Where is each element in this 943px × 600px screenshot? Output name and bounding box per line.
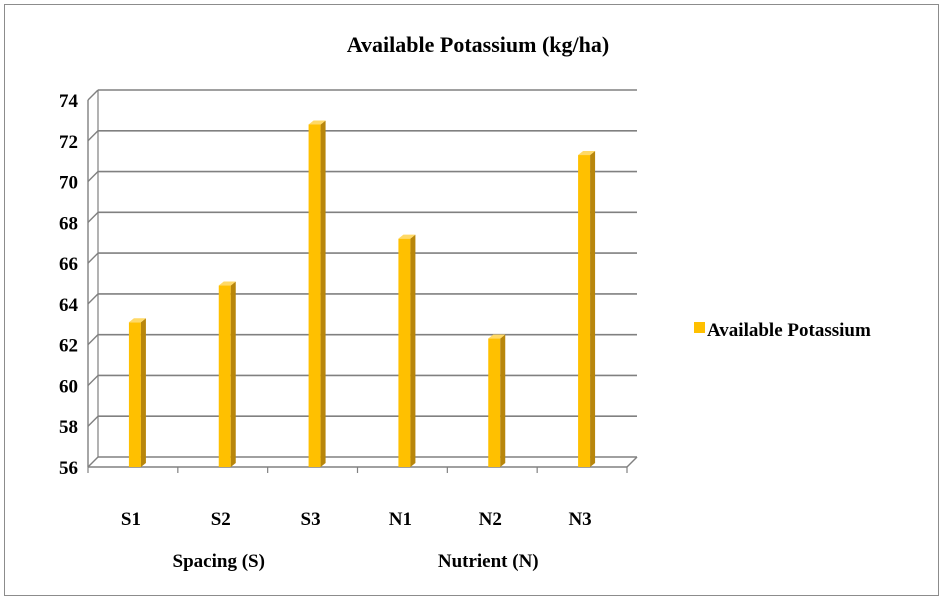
bar-front bbox=[488, 338, 501, 467]
bar-side bbox=[140, 318, 146, 467]
gridline-side bbox=[87, 89, 99, 101]
y-tick-label: 68 bbox=[59, 213, 78, 234]
gridline-side bbox=[87, 130, 99, 142]
bar-top bbox=[488, 334, 506, 339]
bar bbox=[308, 120, 326, 467]
gridline-side bbox=[87, 415, 99, 427]
legend-label: Available Potassium bbox=[707, 320, 871, 341]
bar bbox=[398, 234, 416, 467]
gridline-side bbox=[87, 211, 99, 223]
bar bbox=[218, 281, 236, 467]
x-axis: S1 S2 S3 N1 N2 N3 bbox=[121, 509, 592, 530]
gridline-side bbox=[87, 456, 99, 468]
y-tick-label: 56 bbox=[59, 458, 78, 479]
bar-top bbox=[218, 281, 236, 286]
y-tick-label: 58 bbox=[59, 417, 78, 438]
bar-side bbox=[320, 120, 326, 467]
y-axis: 56 58 60 62 64 66 68 70 72 74 bbox=[59, 91, 79, 479]
bar bbox=[578, 151, 596, 468]
group-labels: Spacing (S) Nutrient (N) bbox=[173, 551, 539, 572]
bar-front bbox=[578, 155, 591, 468]
legend: Available Potassium bbox=[694, 320, 871, 341]
legend-swatch bbox=[694, 322, 705, 333]
bar-front bbox=[398, 238, 411, 467]
y-tick-label: 74 bbox=[59, 91, 79, 112]
y-tick-label: 72 bbox=[59, 132, 78, 153]
bar-top bbox=[308, 120, 326, 125]
group-label: Spacing (S) bbox=[173, 551, 265, 572]
grid bbox=[87, 89, 638, 473]
y-tick-label: 60 bbox=[59, 376, 78, 397]
y-tick-label: 64 bbox=[59, 295, 79, 316]
bar bbox=[128, 318, 146, 467]
chart-title: Available Potassium (kg/ha) bbox=[347, 32, 609, 57]
x-tick-label: N1 bbox=[389, 509, 412, 530]
bar-front bbox=[308, 124, 321, 467]
x-tick-label: N3 bbox=[568, 509, 591, 530]
bar-top bbox=[578, 151, 596, 156]
x-tick-label: S2 bbox=[211, 509, 231, 530]
bar-front bbox=[218, 285, 231, 467]
y-tick-label: 62 bbox=[59, 336, 78, 357]
x-tick-label: S1 bbox=[121, 509, 141, 530]
gridline-side bbox=[87, 374, 99, 386]
y-tick-label: 66 bbox=[59, 254, 78, 275]
gridline-side bbox=[87, 334, 99, 346]
bars bbox=[128, 120, 596, 468]
chart-frame bbox=[4, 4, 939, 596]
x-tick-label: S3 bbox=[301, 509, 321, 530]
bar-front bbox=[128, 322, 141, 467]
gridline-side bbox=[87, 252, 99, 264]
bar-top bbox=[128, 318, 146, 323]
y-tick-label: 70 bbox=[59, 173, 78, 194]
bar-side bbox=[410, 234, 416, 467]
group-label: Nutrient (N) bbox=[438, 551, 539, 572]
gridline-side bbox=[87, 293, 99, 305]
bar bbox=[488, 334, 506, 467]
gridline-side bbox=[87, 171, 99, 183]
floor-edge bbox=[626, 456, 638, 468]
x-tick-label: N2 bbox=[479, 509, 502, 530]
bar-top bbox=[398, 234, 416, 239]
bar-side bbox=[500, 334, 506, 467]
bar-side bbox=[590, 151, 596, 468]
bar-side bbox=[230, 281, 236, 467]
